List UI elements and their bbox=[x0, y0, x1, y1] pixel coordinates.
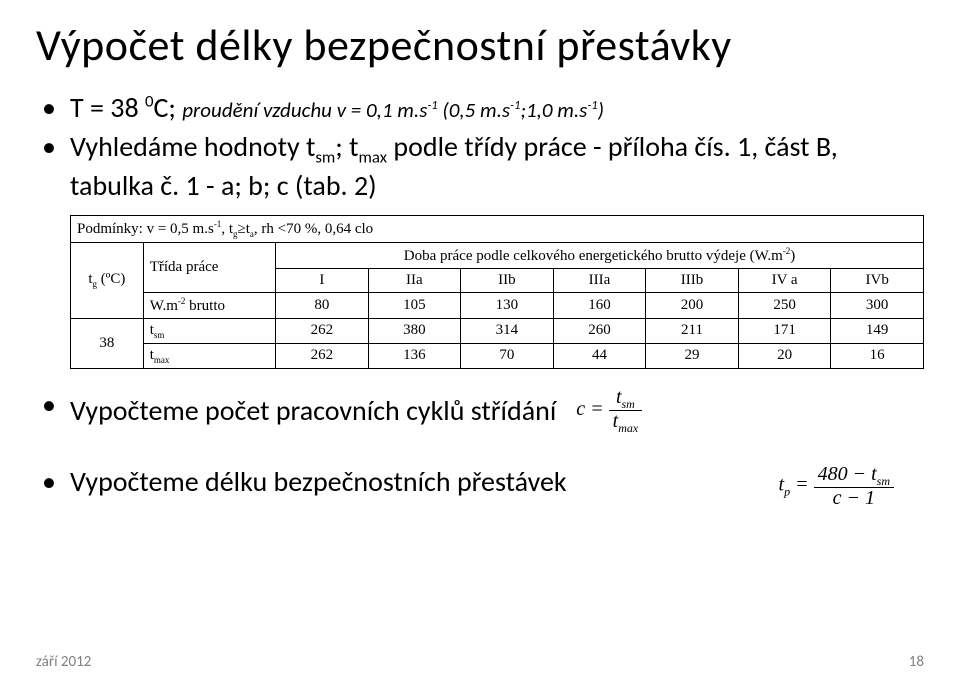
cond-ge: ≥t bbox=[237, 221, 249, 237]
tsm-s: sm bbox=[154, 330, 165, 340]
b1-s2: -1 bbox=[510, 98, 520, 113]
cond-rest: , rh <70 %, 0,64 clo bbox=[254, 221, 373, 237]
tmax-3: 44 bbox=[553, 343, 646, 368]
data-table: Podmínky: v = 0,5 m.s-1, tg≥ta, rh <70 %… bbox=[70, 215, 924, 369]
tmax-6: 16 bbox=[831, 343, 924, 368]
b1-cond: proudění vzduchu v = 0,1 m.s-1 (0,5 m.s-… bbox=[182, 97, 604, 123]
tmax-label: tmax bbox=[143, 343, 275, 368]
bullet-2: Vyhledáme hodnoty tsm; tmax podle třídy … bbox=[42, 129, 924, 203]
table-wrap: Podmínky: v = 0,5 m.s-1, tg≥ta, rh <70 %… bbox=[70, 215, 924, 369]
b1-m1: (0,5 m.s bbox=[438, 97, 510, 123]
class-0: I bbox=[276, 268, 369, 292]
b4-text: Vypočteme délku bezpečnostních přestávek bbox=[70, 464, 567, 499]
brutto-6: 300 bbox=[831, 292, 924, 318]
brutto-0: 80 bbox=[276, 292, 369, 318]
table-conditions-row: Podmínky: v = 0,5 m.s-1, tg≥ta, rh <70 %… bbox=[71, 215, 924, 242]
tsm-label: tsm bbox=[143, 318, 275, 343]
ftp-ns: sm bbox=[877, 474, 890, 488]
class-6: IVb bbox=[831, 268, 924, 292]
tsm-1: 380 bbox=[368, 318, 461, 343]
ftp-frac: 480 − tsm c − 1 bbox=[814, 464, 894, 508]
class-5: IV a bbox=[738, 268, 831, 292]
tg-u: (ºC) bbox=[97, 271, 125, 287]
formula-c: c = tsm tmax bbox=[576, 387, 642, 434]
ftp-n: 480 − t bbox=[818, 463, 877, 485]
table-conditions: Podmínky: v = 0,5 m.s-1, tg≥ta, rh <70 %… bbox=[71, 215, 924, 242]
b1-c: C; bbox=[153, 90, 182, 125]
tmax-s: max bbox=[154, 355, 170, 365]
class-4: IIIb bbox=[646, 268, 739, 292]
bullet-list: T = 38 0C; proudění vzduchu v = 0,1 m.s-… bbox=[42, 90, 924, 203]
b1-s1: -1 bbox=[427, 98, 437, 113]
table-header-row1: tg (ºC) Třída práce Doba práce podle cel… bbox=[71, 242, 924, 268]
tsm-6: 149 bbox=[831, 318, 924, 343]
th-trida: Třída práce bbox=[143, 242, 275, 292]
fc-eq: c = bbox=[576, 398, 608, 420]
tsm-5: 171 bbox=[738, 318, 831, 343]
footer-page-number: 18 bbox=[909, 653, 924, 671]
cond-mid: , t bbox=[221, 221, 233, 237]
fc-ns: sm bbox=[622, 397, 635, 411]
tsm-2: 314 bbox=[461, 318, 554, 343]
tmax-0: 262 bbox=[276, 343, 369, 368]
b2a: Vyhledáme hodnoty t bbox=[70, 129, 315, 164]
page-title: Výpočet délky bezpečnostní přestávky bbox=[36, 18, 924, 72]
doba-e: ) bbox=[790, 248, 795, 264]
temp-cell: 38 bbox=[71, 318, 144, 368]
table-tmax-row: tmax 262 136 70 44 29 20 16 bbox=[71, 343, 924, 368]
b1-s3: -1 bbox=[587, 98, 597, 113]
brutto-5: 250 bbox=[738, 292, 831, 318]
footer-date: září 2012 bbox=[36, 653, 91, 671]
brutto-3: 160 bbox=[553, 292, 646, 318]
b2-sm: sm bbox=[315, 147, 335, 168]
ftp-d: c − 1 bbox=[814, 488, 894, 508]
tmax-2: 70 bbox=[461, 343, 554, 368]
brutto-label: W.m-2 brutto bbox=[143, 292, 275, 318]
fc-ds: max bbox=[618, 421, 638, 435]
bullet-3: Vypočteme počet pracovních cyklů střídán… bbox=[42, 387, 924, 434]
tmax-4: 29 bbox=[646, 343, 739, 368]
brutto-2: 130 bbox=[461, 292, 554, 318]
table-brutto-row: W.m-2 brutto 80 105 130 160 200 250 300 bbox=[71, 292, 924, 318]
class-2: IIb bbox=[461, 268, 554, 292]
tmax-5: 20 bbox=[738, 343, 831, 368]
th-tg: tg (ºC) bbox=[71, 242, 144, 318]
formula-tp: tp = 480 − tsm c − 1 bbox=[779, 464, 894, 508]
b1-end: ) bbox=[598, 97, 604, 123]
b3-text: Vypočteme počet pracovních cyklů střídán… bbox=[70, 393, 556, 428]
slide: Výpočet délky bezpečnostní přestávky T =… bbox=[0, 0, 960, 685]
b1-cond-a: proudění vzduchu v = 0,1 m.s bbox=[182, 97, 427, 123]
fc-frac: tsm tmax bbox=[609, 387, 643, 434]
brutto-1: 105 bbox=[368, 292, 461, 318]
b1-text: T = 38 bbox=[70, 90, 145, 125]
class-3: IIIa bbox=[553, 268, 646, 292]
tmax-1: 136 bbox=[368, 343, 461, 368]
br-t: brutto bbox=[185, 298, 225, 314]
b2m: ; t bbox=[335, 129, 358, 164]
tsm-0: 262 bbox=[276, 318, 369, 343]
cond-a: Podmínky: v = 0,5 m.s bbox=[77, 221, 214, 237]
bullet-1: T = 38 0C; proudění vzduchu v = 0,1 m.s-… bbox=[42, 90, 924, 125]
table-tsm-row: 38 tsm 262 380 314 260 211 171 149 bbox=[71, 318, 924, 343]
br-l: W.m bbox=[150, 298, 178, 314]
th-doba: Doba práce podle celkového energetického… bbox=[276, 242, 924, 268]
class-1: IIa bbox=[368, 268, 461, 292]
doba-l: Doba práce podle celkového energetického… bbox=[404, 248, 783, 264]
brutto-4: 200 bbox=[646, 292, 739, 318]
b1-m2: ;1,0 m.s bbox=[520, 97, 587, 123]
tsm-4: 211 bbox=[646, 318, 739, 343]
ftp-eq: = bbox=[790, 473, 814, 495]
tsm-3: 260 bbox=[553, 318, 646, 343]
b2-max: max bbox=[359, 147, 388, 168]
bullet-4: Vypočteme délku bezpečnostních přestávek… bbox=[42, 464, 924, 499]
bullet-list-2: Vypočteme počet pracovních cyklů střídán… bbox=[42, 387, 924, 499]
